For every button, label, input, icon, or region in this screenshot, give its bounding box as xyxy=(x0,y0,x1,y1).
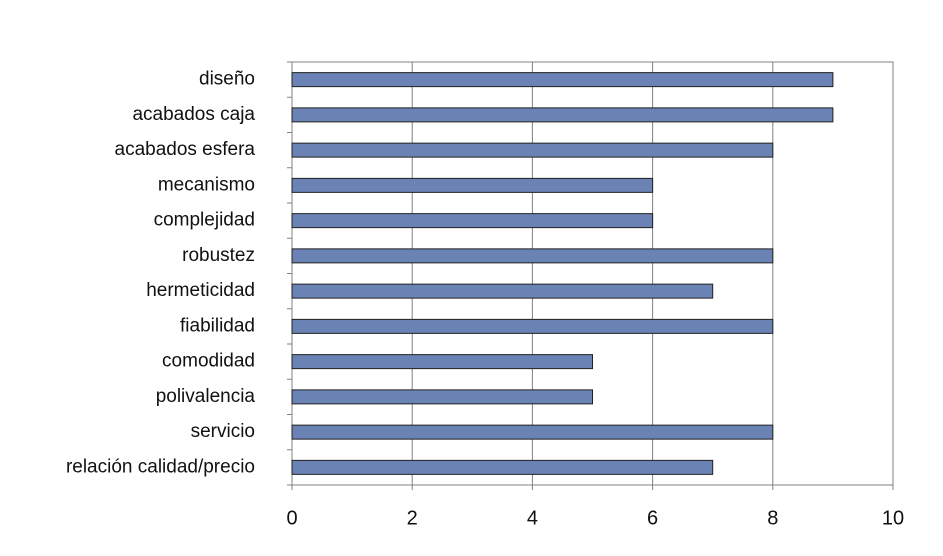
y-tick-label: servicio xyxy=(191,421,255,442)
bar xyxy=(291,248,774,264)
bar xyxy=(291,107,834,123)
y-tick-label: robustez xyxy=(182,245,255,266)
x-tick-label: 10 xyxy=(882,507,904,529)
y-tick-label: acabados esfera xyxy=(115,139,256,160)
bar xyxy=(291,424,774,440)
bar xyxy=(291,354,593,370)
bar xyxy=(291,389,593,405)
x-tick-label: 2 xyxy=(407,507,418,529)
y-tick-label: polivalencia xyxy=(156,386,256,407)
y-tick-label: mecanismo xyxy=(158,174,255,195)
bar xyxy=(291,283,714,299)
x-tick-label: 0 xyxy=(286,507,297,529)
y-tick-label: diseño xyxy=(199,69,255,90)
x-tick-label: 8 xyxy=(767,507,778,529)
x-tick-label: 4 xyxy=(527,507,538,529)
bar xyxy=(291,213,654,229)
y-tick-label: comodidad xyxy=(162,351,255,372)
y-tick-label: relación calidad/precio xyxy=(66,456,255,477)
x-tick-label: 6 xyxy=(647,507,658,529)
bar xyxy=(291,72,834,88)
bar xyxy=(291,459,714,475)
bar xyxy=(291,142,774,158)
y-tick-label: fiabilidad xyxy=(180,315,255,336)
y-tick-label: hermeticidad xyxy=(146,280,255,301)
y-tick-label: complejidad xyxy=(154,210,255,231)
y-tick-label: acabados caja xyxy=(132,104,255,125)
plot-frame xyxy=(291,61,894,486)
bar xyxy=(291,177,654,193)
bar xyxy=(291,318,774,334)
